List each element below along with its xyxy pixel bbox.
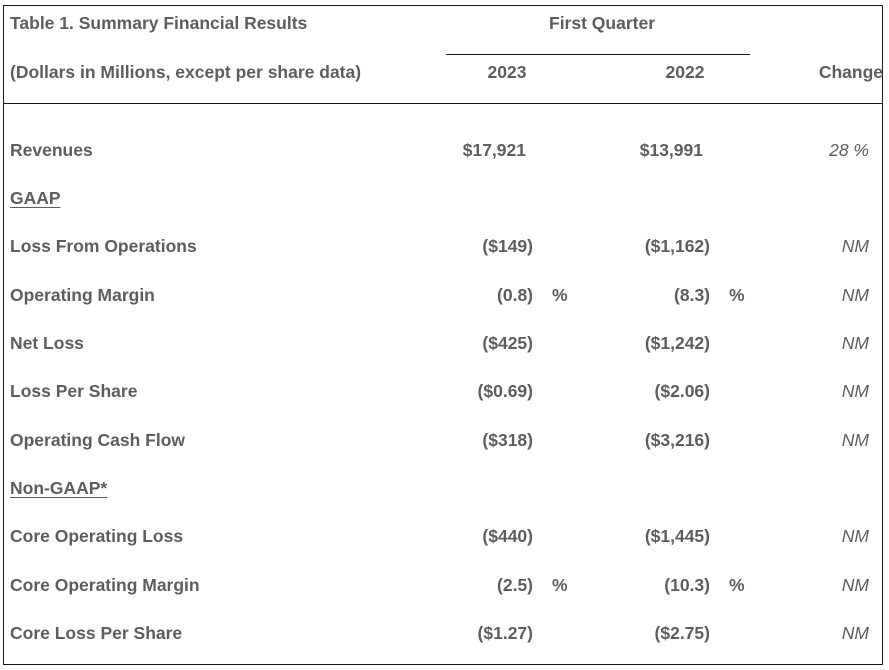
core-operating-margin-change: NM [841, 575, 869, 595]
core-operating-margin-2022-percent: % [729, 575, 745, 595]
loss-from-operations-2022: ($1,162) [644, 236, 710, 256]
operating-margin-2023: (0.8) [497, 285, 533, 305]
operating-margin-change: NM [841, 285, 869, 305]
core-operating-loss-change: NM [841, 526, 869, 546]
core-operating-margin-2023: (2.5) [497, 575, 533, 595]
column-header-2023: 2023 [487, 62, 527, 82]
row-label-revenues: Revenues [10, 140, 93, 160]
loss-per-share-2022: ($2.06) [654, 381, 710, 401]
core-operating-loss-2023: ($440) [482, 526, 533, 546]
period-header: First Quarter [549, 13, 655, 33]
row-label-net-loss: Net Loss [10, 333, 84, 353]
row-label-core-operating-margin: Core Operating Margin [10, 575, 200, 595]
operating-margin-2022: (8.3) [674, 285, 710, 305]
loss-from-operations-2023: ($149) [482, 236, 533, 256]
row-label-core-operating-loss: Core Operating Loss [10, 526, 184, 546]
core-operating-margin-2022: (10.3) [664, 575, 710, 595]
operating-cash-flow-2022: ($3,216) [644, 430, 710, 450]
loss-from-operations-change: NM [841, 236, 869, 256]
row-label-core-loss-per-share: Core Loss Per Share [10, 623, 183, 643]
operating-cash-flow-change: NM [841, 430, 869, 450]
column-header-change: Change [818, 62, 883, 82]
net-loss-2022: ($1,242) [644, 333, 710, 353]
net-loss-change: NM [841, 333, 869, 353]
loss-per-share-2023: ($0.69) [477, 381, 533, 401]
section-non-gaap: Non-GAAP* [10, 478, 108, 498]
core-operating-loss-2022: ($1,445) [644, 526, 710, 546]
operating-margin-2022-percent: % [729, 285, 745, 305]
core-loss-per-share-change: NM [841, 623, 869, 643]
revenues-change: 28 % [829, 140, 869, 160]
table-subtitle: (Dollars in Millions, except per share d… [10, 62, 362, 82]
section-gaap: GAAP [10, 188, 61, 208]
core-operating-margin-2023-percent: % [552, 575, 568, 595]
header-rule [3, 103, 883, 104]
row-label-operating-margin: Operating Margin [10, 285, 155, 305]
row-label-loss-per-share: Loss Per Share [10, 381, 138, 401]
column-header-2022: 2022 [665, 62, 705, 82]
table-frame [3, 5, 883, 665]
loss-per-share-change: NM [841, 381, 869, 401]
operating-cash-flow-2023: ($318) [482, 430, 533, 450]
period-header-rule [446, 54, 750, 55]
revenues-2022: $13,991 [639, 140, 703, 160]
core-loss-per-share-2022: ($2.75) [654, 623, 710, 643]
table-title: Table 1. Summary Financial Results [10, 13, 308, 33]
core-loss-per-share-2023: ($1.27) [477, 623, 533, 643]
operating-margin-2023-percent: % [552, 285, 568, 305]
row-label-loss-from-operations: Loss From Operations [10, 236, 197, 256]
row-label-operating-cash-flow: Operating Cash Flow [10, 430, 186, 450]
net-loss-2023: ($425) [482, 333, 533, 353]
revenues-2023: $17,921 [462, 140, 526, 160]
